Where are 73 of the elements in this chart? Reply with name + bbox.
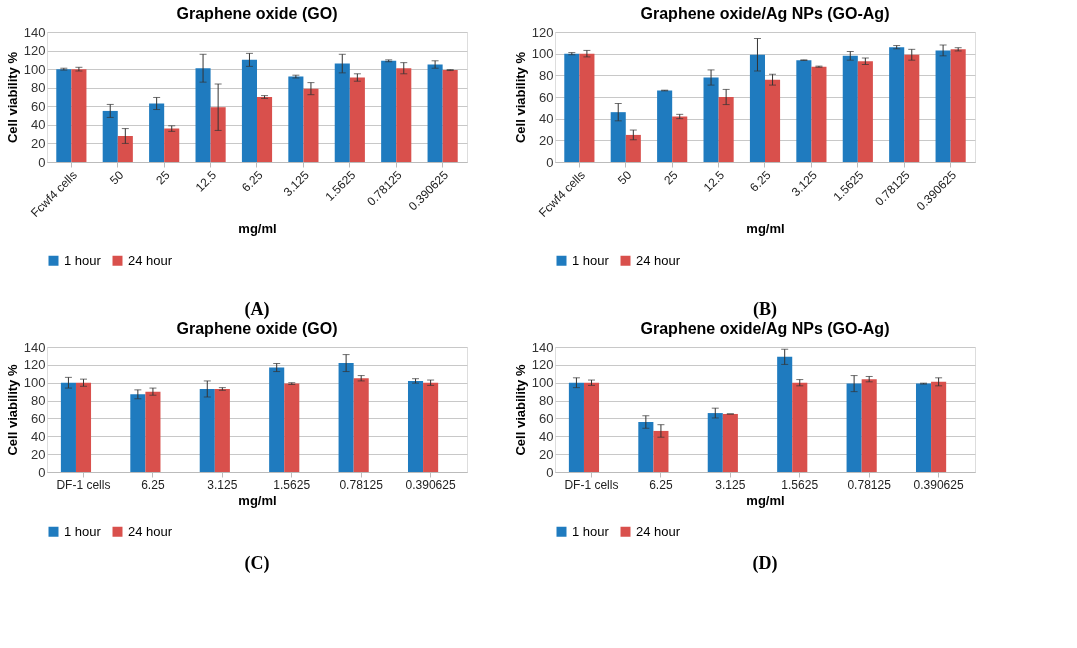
y-tick-label: 140 — [23, 24, 46, 40]
x-tick-label: 0.390625 — [913, 477, 964, 492]
y-tick-label: 0 — [38, 154, 46, 170]
x-axis-title: mg/ml — [238, 221, 277, 237]
x-tick-label: 6.25 — [141, 477, 165, 492]
x-tick-label: 1.5625 — [273, 477, 311, 492]
chart-title: Graphene oxide (GO) — [176, 5, 338, 22]
x-tick-label: 3.125 — [715, 477, 746, 492]
y-tick-label: 60 — [539, 410, 554, 426]
y-tick-label: 20 — [539, 132, 554, 148]
y-tick-label: 20 — [31, 446, 46, 462]
y-axis-title: Cell viability % — [512, 51, 528, 144]
y-tick-label: 40 — [539, 428, 554, 444]
y-tick-label: 20 — [539, 446, 554, 462]
legend-label: 24 hour — [128, 252, 173, 268]
text: (B) — [753, 299, 777, 320]
text: (C) — [244, 553, 270, 574]
x-tick-label: 1.5625 — [781, 477, 819, 492]
x-tick-label: 0.390625 — [405, 477, 456, 492]
y-tick-label: 60 — [31, 410, 46, 426]
x-tick-label: DF-1 cells — [56, 477, 111, 492]
y-tick-label: 120 — [531, 357, 554, 373]
y-tick-label: 100 — [531, 375, 554, 391]
text: (A) — [244, 299, 270, 320]
x-tick-label: 6.25 — [239, 167, 266, 195]
y-tick-label: 40 — [31, 117, 46, 133]
y-axis-title: Cell viability % — [4, 364, 20, 456]
y-tick-label: 0 — [546, 154, 554, 170]
x-tick-label: 6.25 — [649, 477, 673, 492]
legend-label: 1 hour — [572, 252, 610, 268]
legend-label: 1 hour — [572, 523, 610, 539]
y-tick-label: 20 — [31, 135, 46, 151]
chart-title: Graphene oxide/Ag NPs (GO-Ag) — [640, 320, 890, 337]
x-axis-title: mg/ml — [746, 492, 785, 508]
y-tick-label: 120 — [531, 24, 554, 40]
x-tick-label: 3.125 — [207, 477, 238, 492]
y-tick-label: 60 — [539, 89, 554, 105]
x-tick-label: DF-1 cells — [564, 477, 619, 492]
y-tick-label: 80 — [539, 67, 554, 83]
y-tick-label: 40 — [31, 428, 46, 444]
legend-label: 1 hour — [64, 252, 102, 268]
y-tick-label: 100 — [23, 61, 46, 77]
y-tick-label: 60 — [31, 98, 46, 114]
x-tick-label: 50 — [614, 167, 635, 188]
x-tick-label: 6.25 — [747, 167, 774, 195]
x-axis-title: mg/ml — [746, 221, 785, 237]
y-axis-title: Cell viability % — [512, 364, 528, 456]
chart-title: Graphene oxide (GO) — [176, 320, 338, 337]
x-tick-label: 25 — [661, 167, 681, 188]
legend-label: 24 hour — [636, 252, 681, 268]
text: (D) — [752, 553, 778, 574]
y-tick-label: 120 — [23, 43, 46, 59]
x-axis-title: mg/ml — [238, 492, 277, 508]
y-tick-label: 120 — [23, 357, 46, 373]
y-tick-label: 80 — [31, 393, 46, 409]
y-axis-title: Cell viability % — [4, 51, 20, 144]
y-tick-label: 80 — [539, 393, 554, 409]
x-tick-label: 25 — [153, 167, 173, 188]
legend-label: 1 hour — [64, 523, 102, 539]
x-tick-label: 0.78125 — [339, 477, 384, 492]
chart-title: Graphene oxide/Ag NPs (GO-Ag) — [640, 5, 890, 22]
y-tick-label: 140 — [23, 339, 46, 355]
x-tick-label: 50 — [106, 167, 127, 188]
y-tick-label: 80 — [31, 80, 46, 96]
y-tick-label: 100 — [23, 375, 46, 391]
y-tick-label: 0 — [38, 464, 46, 480]
y-tick-label: 40 — [539, 111, 554, 127]
y-tick-label: 140 — [531, 339, 554, 355]
legend-label: 24 hour — [128, 523, 173, 539]
x-tick-label: 0.78125 — [847, 477, 892, 492]
y-tick-label: 100 — [531, 46, 554, 62]
y-tick-label: 0 — [546, 464, 554, 480]
legend-label: 24 hour — [636, 523, 681, 539]
